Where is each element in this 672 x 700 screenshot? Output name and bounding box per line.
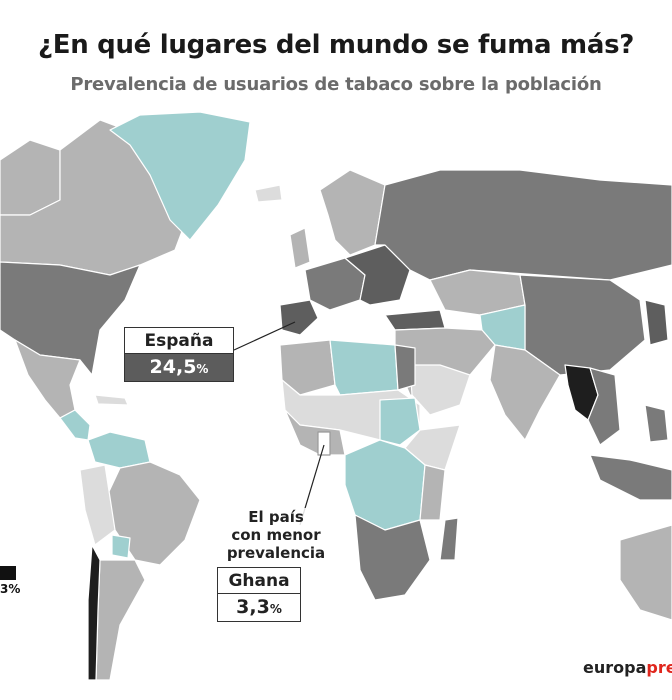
legend-label: 3% [0, 582, 21, 596]
ghana-callout: Ghana 3,3% [217, 567, 301, 622]
brand-logo: europapres [583, 658, 672, 677]
spain-pointer-line [233, 321, 296, 351]
note-line-2: con menor [231, 526, 321, 544]
region-arabia [409, 364, 471, 416]
ghana-label: Ghana [217, 567, 301, 593]
region-paraguay [111, 534, 131, 559]
region-alaska [0, 139, 61, 216]
region-spain [279, 299, 319, 336]
spain-unit: % [196, 362, 209, 376]
region-central-america [59, 409, 91, 441]
lowest-prevalence-note: El país con menor prevalencia [222, 508, 330, 562]
region-india [489, 344, 561, 441]
region-korea-japan [644, 299, 669, 346]
region-east-africa [419, 464, 446, 521]
region-philippines [644, 404, 669, 443]
ghana-value-box: 3,3% [217, 593, 301, 622]
region-greenland [109, 111, 251, 241]
region-southeast-asia [587, 367, 621, 446]
region-caribbean [94, 394, 129, 406]
region-sudan [379, 397, 421, 446]
map-subtitle: Prevalencia de usuarios de tabaco sobre … [70, 74, 602, 95]
region-scandinavia [319, 169, 386, 256]
region-uk [289, 227, 311, 269]
region-north-africa-east [329, 339, 399, 396]
region-egypt [394, 344, 416, 391]
region-iceland [254, 184, 283, 203]
spain-label: España [124, 327, 234, 353]
ghana-unit: % [269, 602, 282, 616]
region-turkey [384, 309, 446, 331]
spain-value-box: 24,5% [124, 353, 234, 382]
region-russia [374, 169, 672, 281]
region-venezuela-colombia [87, 431, 151, 469]
spain-value: 24,5 [149, 356, 197, 378]
map-title: ¿En qué lugares del mundo se fuma más? [37, 30, 635, 60]
ghana-value: 3,3 [236, 596, 270, 618]
region-indonesia [589, 454, 672, 501]
region-north-africa-west [279, 339, 336, 396]
region-australia [619, 524, 672, 621]
region-southern-africa [354, 514, 431, 601]
note-line-1: El país [248, 508, 304, 526]
brand-part2: pres [646, 658, 672, 677]
spain-callout: España 24,5% [124, 327, 234, 382]
region-chile [87, 544, 101, 681]
region-argentina [95, 559, 146, 681]
note-line-3: prevalencia [226, 544, 326, 562]
legend-swatch-darkest [0, 566, 16, 580]
region-usa [0, 261, 141, 376]
region-ghana [317, 431, 331, 456]
region-madagascar [439, 517, 459, 561]
brand-part1: europa [583, 658, 647, 677]
region-peru-bolivia [79, 464, 116, 546]
